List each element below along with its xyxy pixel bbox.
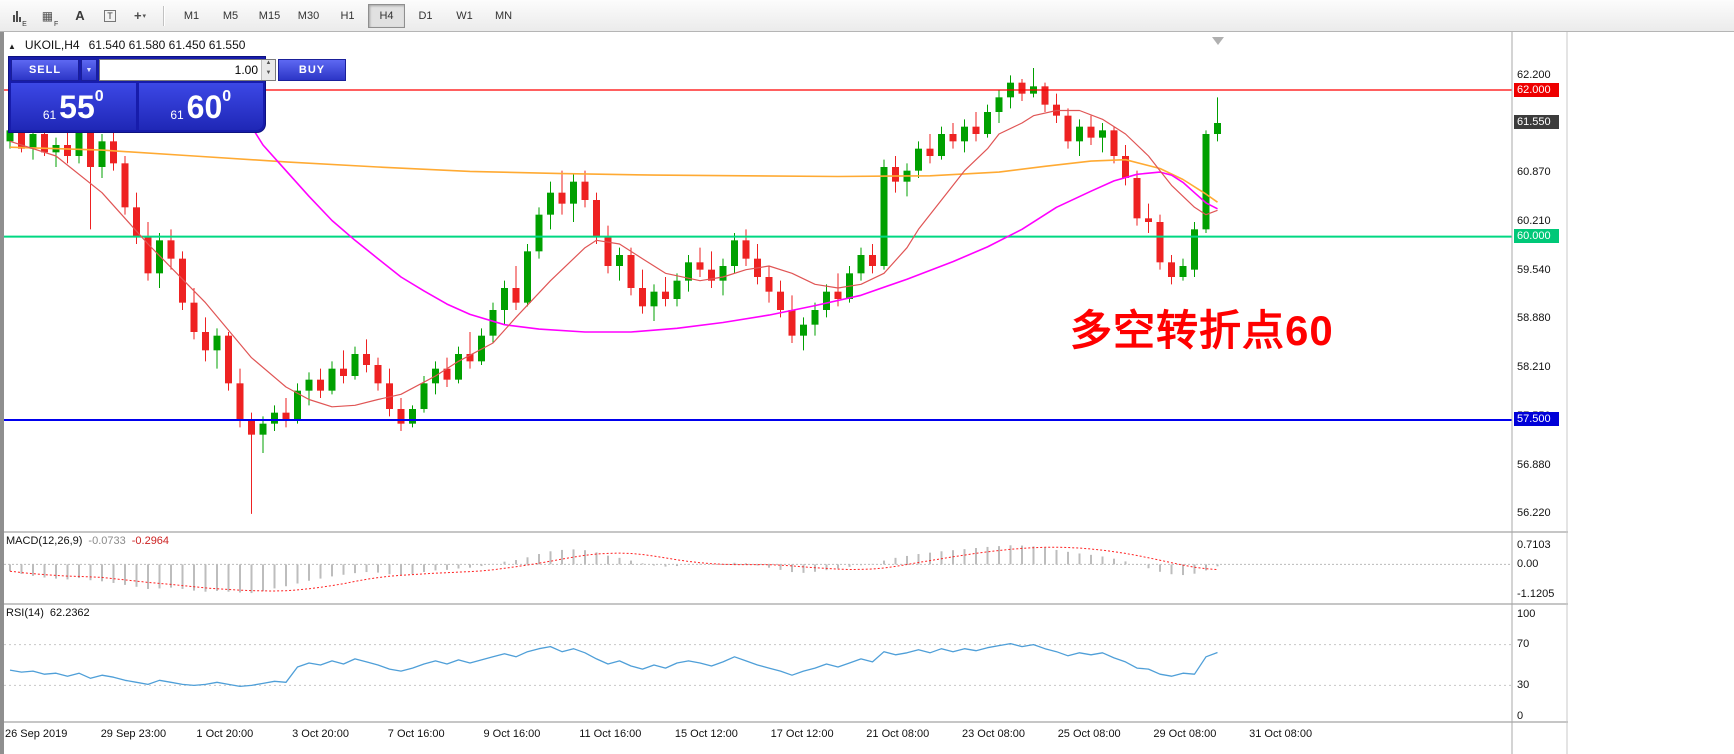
time-tick-label: 11 Oct 16:00 [579,728,642,740]
macd-signal-value: -0.2964 [131,535,170,547]
chevron-down-icon: ▾ [142,12,147,20]
timeframe-button-m1[interactable]: M1 [183,9,200,22]
price-tick-label: 62.200 [1517,68,1551,81]
macd-indicator-label: MACD(12,26,9) -0.0733 -0.2964 [6,535,169,547]
timeframe-button-w1[interactable]: W1 [456,9,473,22]
candlestick-style-icon[interactable]: E [6,3,34,29]
bars-glyph [13,10,22,22]
rsi-tick-label: 70 [1517,638,1530,651]
timeframe-button-h1[interactable]: H1 [340,9,355,22]
letter-a-tool-icon[interactable]: A [66,3,94,29]
timeframe-button-h4[interactable]: H4 [368,3,405,28]
time-tick-label: 9 Oct 16:00 [483,728,541,740]
price-badge: 57.500 [1514,412,1559,427]
crosshair-glyph: + [133,8,142,23]
chevron-down-icon: ▼ [85,66,93,74]
time-tick-label: 29 Oct 08:00 [1153,728,1217,740]
timeframe-button-m5[interactable]: M5 [222,9,239,22]
sell-price-display: 61 55 0 [11,83,136,130]
price-tick-label: 58.210 [1517,361,1551,374]
buy-price-pip: 0 [222,88,232,105]
symbol-header: ▲ UKOIL,H4 61.540 61.580 61.450 61.550 [8,38,245,52]
rsi-tick-label: 100 [1517,607,1536,620]
candlestick-chart-canvas[interactable] [0,0,1568,754]
crosshair-tool-icon[interactable]: + ▾ [126,3,154,29]
time-tick-label: 25 Oct 08:00 [1057,728,1121,740]
letter-a-glyph: A [75,8,85,23]
sell-price-prefix: 61 [42,108,57,122]
time-tick-label: 3 Oct 20:00 [292,728,349,740]
price-tick-label: 58.880 [1517,312,1551,325]
price-tick-label: 60.870 [1517,166,1551,179]
toolbar-separator [163,5,164,26]
collapse-triangle-icon: ▲ [8,42,16,51]
macd-tick-label: 0.7103 [1517,538,1551,551]
window-left-edge [0,32,4,754]
price-badge: 62.000 [1514,82,1559,97]
time-axis: 26 Sep 2019 29 Sep 23:00 1 Oct 20:00 3 Oct … [0,723,1568,754]
buy-price-display: 61 60 0 [138,83,263,130]
price-badge: 60.000 [1514,229,1559,244]
text-frame-glyph: T [104,9,116,22]
time-tick-label: 1 Oct 20:00 [196,728,254,740]
volume-dropdown-button[interactable]: ▼ [81,59,97,81]
time-tick-label: 7 Oct 16:00 [387,728,445,740]
grid-icon[interactable]: ▦ F [36,3,64,29]
time-tick-label: 29 Sep 23:00 [100,728,167,740]
toolbar: E ▦ F A T + ▾ M1 M5 M15 M30 H1 H4 D1 W1 … [0,0,1734,32]
macd-name: MACD(12,26,9) [6,535,83,547]
volume-input[interactable] [100,60,261,80]
time-tick-label: 15 Oct 12:00 [674,728,738,740]
tool-letter: E [22,20,27,28]
price-tick-label: 56.220 [1517,507,1551,520]
rsi-name: RSI(14) [6,607,44,619]
buy-price-big: 60 [186,88,223,125]
rsi-value: 62.2362 [49,607,90,619]
spinner-down-icon: ▼ [262,70,275,80]
symbol-label: UKOIL,H4 [24,38,80,52]
tool-letter: F [54,20,59,28]
macd-tick-label: 0.00 [1517,557,1539,570]
grid-glyph: ▦ [41,8,54,23]
chart-text-annotation: 多空转折点60 [1070,307,1334,354]
timeframe-button-mn[interactable]: MN [494,9,513,22]
spinner-up-icon: ▲ [262,60,275,70]
volume-stepper[interactable]: ▲ ▼ [261,60,275,80]
macd-tick-label: -1.1205 [1517,588,1555,601]
timeframe-button-m30[interactable]: M30 [297,9,320,22]
sell-price-pip: 0 [94,88,104,105]
timeframe-button-d1[interactable]: D1 [418,9,433,22]
price-tick-label: 60.210 [1517,214,1551,227]
ohlc-values: 61.540 61.580 61.450 61.550 [88,38,246,52]
rsi-indicator-label: RSI(14) 62.2362 [6,607,90,619]
time-tick-label: 21 Oct 08:00 [866,728,930,740]
time-tick-label: 31 Oct 08:00 [1249,728,1313,740]
macd-value: -0.0733 [88,535,126,547]
price-tick-label: 59.540 [1517,263,1551,276]
volume-field-group: ▲ ▼ [99,59,276,81]
price-axis: 62.200 60.870 60.210 59.540 58.880 58.210 57.5… [1514,0,1574,754]
one-click-trading-panel: SELL ▼ ▲ ▼ BUY 61 55 0 61 60 0 [8,56,346,133]
buy-price-prefix: 61 [170,108,184,122]
sell-price-big: 55 [59,88,95,125]
time-tick-label: 26 Sep 2019 [5,728,68,740]
rsi-tick-label: 0 [1517,709,1524,722]
sell-button[interactable]: SELL [11,59,79,81]
price-tick-label: 56.880 [1517,458,1551,471]
time-tick-label: 23 Oct 08:00 [962,728,1025,740]
rsi-tick-label: 30 [1517,678,1530,691]
buy-button[interactable]: BUY [278,59,346,81]
time-tick-label: 17 Oct 12:00 [770,728,834,740]
timeframe-button-m15[interactable]: M15 [258,9,281,22]
text-frame-tool-icon[interactable]: T [96,3,124,29]
price-badge: 61.550 [1514,115,1559,130]
